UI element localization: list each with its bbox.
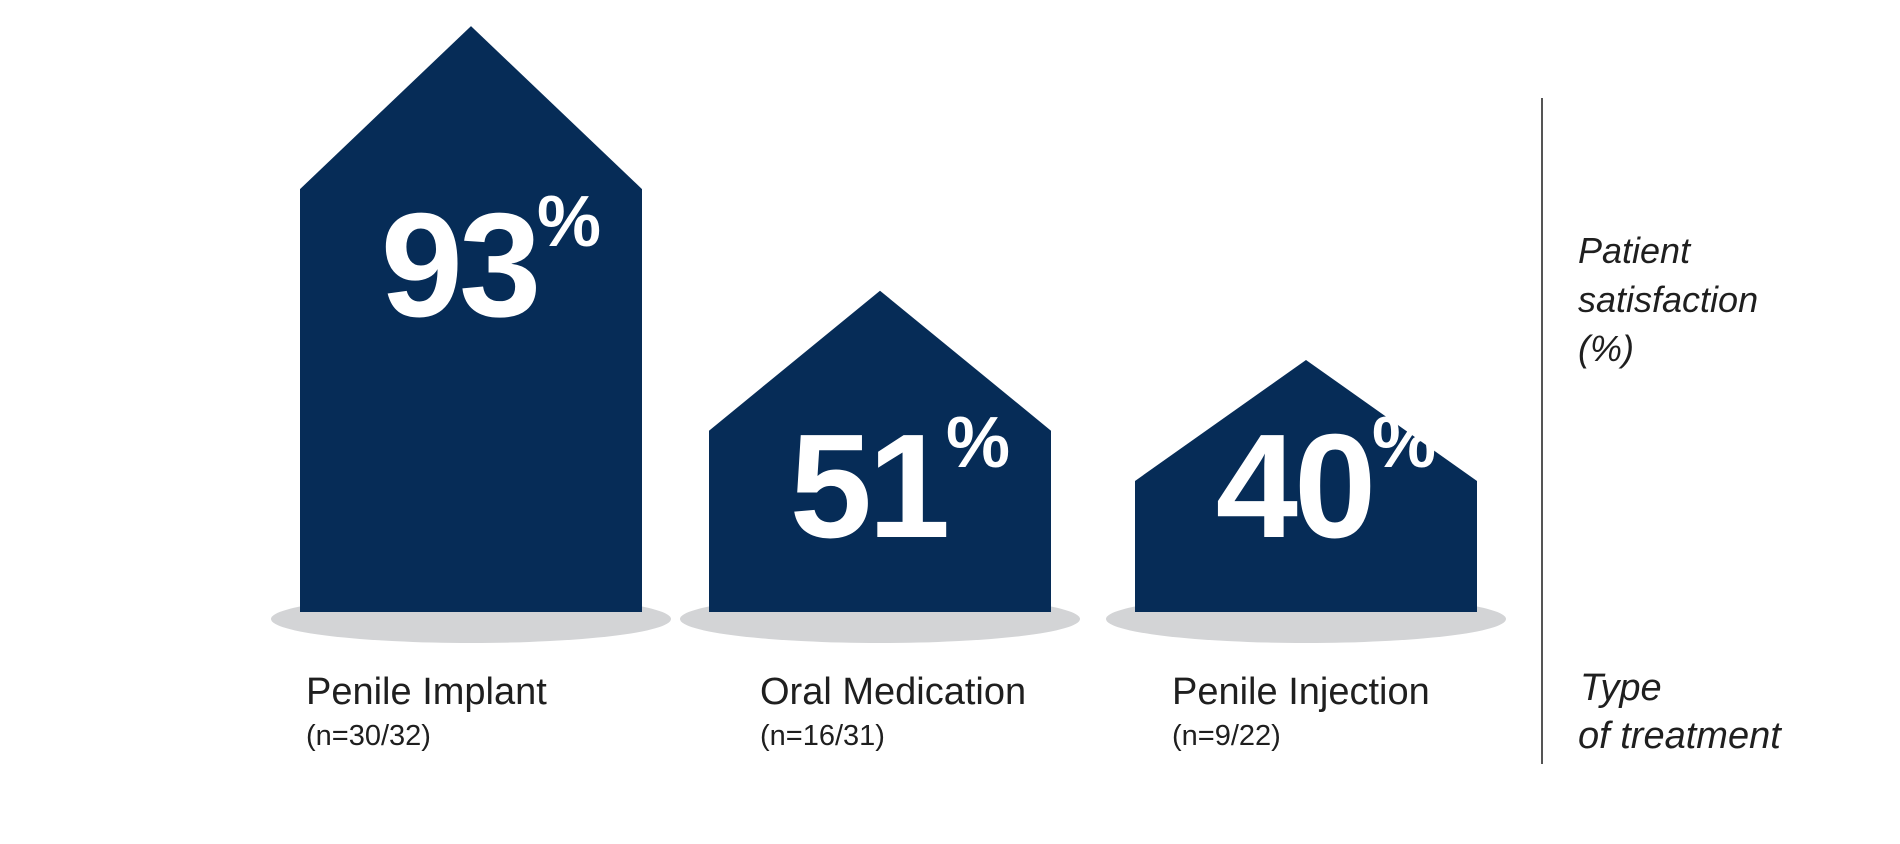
x-axis-label-line: Type: [1580, 667, 1662, 709]
category-label: Penile Implant: [306, 671, 547, 713]
bar-value-label: 93: [381, 183, 538, 348]
bar-value-label: 51: [790, 404, 947, 569]
bar-value-unit: %: [1372, 403, 1436, 483]
y-axis-label: Patient satisfaction (%): [1578, 230, 1768, 369]
bar-value-unit: %: [946, 403, 1010, 483]
bar: [709, 290, 1051, 612]
bar: [300, 26, 642, 613]
sample-size-label: (n=30/32): [306, 720, 431, 752]
y-axis-label-line: (%): [1578, 328, 1634, 369]
sample-size-label: (n=16/31): [760, 720, 885, 752]
sample-size-label: (n=9/22): [1172, 720, 1281, 752]
bar: [1135, 360, 1477, 612]
y-axis-label-line: satisfaction: [1578, 279, 1758, 320]
bar-value-unit: %: [537, 182, 601, 262]
x-axis-label-line: of treatment: [1578, 715, 1782, 757]
x-axis-label: Type of treatment: [1578, 667, 1782, 757]
y-axis-label-line: Patient: [1578, 230, 1692, 271]
bar-value-label: 40: [1216, 404, 1373, 569]
category-label: Oral Medication: [760, 671, 1026, 713]
category-label: Penile Injection: [1172, 671, 1430, 713]
bars-group: 93 % Penile Implant (n=30/32) 51 % Oral Medica…: [271, 26, 1506, 752]
